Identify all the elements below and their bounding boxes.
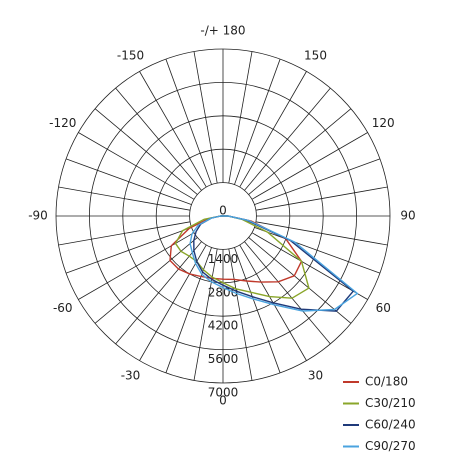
series-line xyxy=(193,215,355,312)
theta-tick-label: 30 xyxy=(308,369,323,383)
theta-tick-label: -150 xyxy=(117,48,144,62)
r-tick-label: 0 xyxy=(219,204,227,218)
theta-tick-label: -120 xyxy=(49,116,76,130)
theta-tick-label: 60 xyxy=(376,301,391,315)
series-line xyxy=(174,215,310,299)
legend-label: C0/180 xyxy=(365,375,408,389)
grid-ring xyxy=(88,81,358,351)
theta-tick-label: -/+ 180 xyxy=(200,24,245,38)
theta-tick-label: 0 xyxy=(219,394,227,408)
legend-label: C90/270 xyxy=(365,439,416,453)
r-tick-label: 7000 xyxy=(208,386,239,400)
series-line xyxy=(189,215,359,312)
r-tick-label: 5600 xyxy=(208,352,239,366)
theta-tick-label: 120 xyxy=(372,116,395,130)
grid-ring xyxy=(189,182,257,250)
grid-ring xyxy=(122,115,324,317)
theta-tick-label: -90 xyxy=(28,209,48,223)
legend-label: C60/240 xyxy=(365,418,416,432)
theta-tick-label: 90 xyxy=(400,209,415,223)
legend-label: C30/210 xyxy=(365,396,416,410)
grid-ring xyxy=(55,48,391,384)
r-tick-label: 1400 xyxy=(208,252,239,266)
theta-tick-label: 150 xyxy=(304,48,327,62)
theta-tick-label: -30 xyxy=(121,369,141,383)
r-tick-label: 4200 xyxy=(208,319,239,333)
theta-tick-label: -60 xyxy=(53,301,73,315)
series-line xyxy=(169,215,303,283)
